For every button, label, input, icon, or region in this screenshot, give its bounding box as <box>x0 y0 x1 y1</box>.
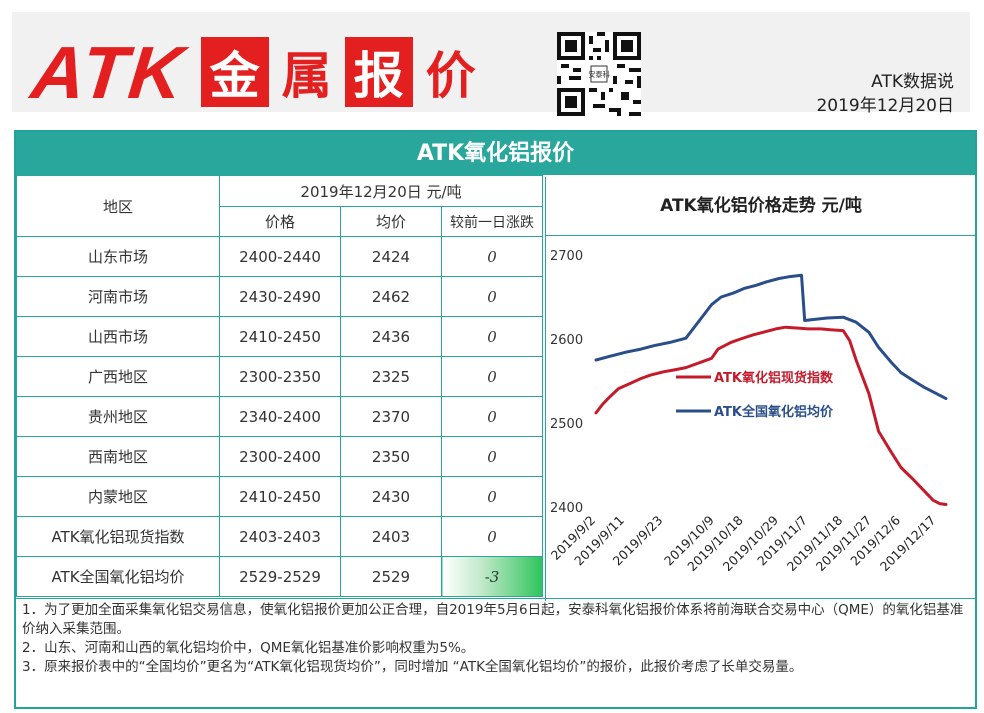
logo-char: 属 <box>281 47 332 105</box>
price-table: 地区 2019年12月20日 元/吨 价格 均价 较前一日涨跌 山东市场 240… <box>16 175 543 597</box>
y-tick-label: 2600 <box>550 333 583 348</box>
row-price: 2300-2350 <box>219 356 341 397</box>
row-region: ATK全国氧化铝均价 <box>16 556 220 597</box>
row-region: 山西市场 <box>16 316 220 357</box>
qr-caption: 安泰科 <box>588 70 610 79</box>
table-row: 内蒙地区 2410-2450 2430 0 <box>16 476 543 517</box>
table-row: 山西市场 2410-2450 2436 0 <box>16 316 543 357</box>
logo-latin: ATK <box>27 30 189 114</box>
row-region: ATK氧化铝现货指数 <box>16 516 220 557</box>
row-price: 2529-2529 <box>219 556 341 597</box>
y-tick-label: 2500 <box>550 417 583 432</box>
row-avg: 2424 <box>340 236 442 277</box>
row-change: 0 <box>441 236 543 277</box>
notes: 1．为了更加全面采集氧化铝交易信息，使氧化铝报价更加公正合理，自2019年5月6… <box>16 598 975 707</box>
row-region: 山东市场 <box>16 236 220 277</box>
row-region: 贵州地区 <box>16 396 220 437</box>
panel-title: ATK氧化铝报价 <box>16 132 975 175</box>
header-price: 价格 <box>219 206 341 237</box>
logo-char: 金 <box>200 37 269 107</box>
row-change: 0 <box>441 396 543 437</box>
legend-label: ATK全国氧化铝均价 <box>714 404 834 420</box>
row-change: 0 <box>441 356 543 397</box>
report-date: 2019年12月20日 <box>816 96 954 116</box>
y-tick-label: 2400 <box>550 501 583 516</box>
row-price: 2430-2490 <box>219 276 341 317</box>
table-row: 山东市场 2400-2440 2424 0 <box>16 236 543 277</box>
header-change: 较前一日涨跌 <box>441 206 543 237</box>
row-avg: 2325 <box>340 356 442 397</box>
row-price: 2300-2400 <box>219 436 341 477</box>
row-change: -3 <box>441 556 543 597</box>
chart-title: ATK氧化铝价格走势 元/吨 <box>546 177 976 236</box>
price-trend-chart: 24002500260027002019/9/22019/9/112019/9/… <box>548 249 948 574</box>
logo-char: 报 <box>344 37 413 107</box>
header-region: 地区 <box>16 175 220 237</box>
legend-label: ATK氧化铝现货指数 <box>714 370 834 386</box>
chart-container: ATK氧化铝价格走势 元/吨 2400 2500 2600 2700 2019/9/2 2… <box>545 177 976 601</box>
table-row: 广西地区 2300-2350 2325 0 <box>16 356 543 397</box>
y-tick-label: 2700 <box>550 249 583 264</box>
row-region: 西南地区 <box>16 436 220 477</box>
note-item: 3．原来报价表中的“全国均价”更名为“ATK氧化铝现货均价”，同时增加 “ATK… <box>22 659 803 675</box>
series-line <box>594 273 948 401</box>
series-line <box>594 325 948 506</box>
brand-header: ATK 金 属 报 价 <box>12 12 970 116</box>
source-label: ATK数据说 <box>871 72 954 92</box>
row-avg: 2370 <box>340 396 442 437</box>
row-avg: 2462 <box>340 276 442 317</box>
logo-char: 价 <box>425 47 476 105</box>
table-row: 贵州地区 2340-2400 2370 0 <box>16 396 543 437</box>
row-change: 0 <box>441 476 543 517</box>
row-price: 2410-2450 <box>219 476 341 517</box>
table-row: ATK全国氧化铝均价 2529-2529 2529 -3 <box>16 556 543 597</box>
row-region: 广西地区 <box>16 356 220 397</box>
row-price: 2403-2403 <box>219 516 341 557</box>
row-price: 2340-2400 <box>219 396 341 437</box>
header-avg: 均价 <box>340 206 442 237</box>
row-avg: 2350 <box>340 436 442 477</box>
row-change: 0 <box>441 276 543 317</box>
note-item: 2．山东、河南和山西的氧化铝均价中，QME氧化铝基准价影响权重为5%。 <box>22 640 475 656</box>
row-change: 0 <box>441 516 543 557</box>
row-change: 0 <box>441 316 543 357</box>
brand-info: ATK数据说 2019年12月20日 <box>816 70 954 118</box>
row-avg: 2403 <box>340 516 442 557</box>
row-change: 0 <box>441 436 543 477</box>
row-price: 2400-2440 <box>219 236 341 277</box>
header-date: 2019年12月20日 元/吨 <box>219 175 543 207</box>
table-row: ATK氧化铝现货指数 2403-2403 2403 0 <box>16 516 543 557</box>
logo-chinese: 金 属 报 价 <box>197 37 485 107</box>
atk-logo: ATK 金 属 报 价 <box>28 31 485 114</box>
row-region: 内蒙地区 <box>16 476 220 517</box>
row-avg: 2529 <box>340 556 442 597</box>
row-avg: 2430 <box>340 476 442 517</box>
price-panel: ATK氧化铝报价 地区 2019年12月20日 元/吨 价格 均价 较前一日涨跌… <box>14 130 977 709</box>
row-price: 2410-2450 <box>219 316 341 357</box>
row-region: 河南市场 <box>16 276 220 317</box>
note-item: 1．为了更加全面采集氧化铝交易信息，使氧化铝报价更加公正合理，自2019年5月6… <box>22 602 964 637</box>
table-row: 西南地区 2300-2400 2350 0 <box>16 436 543 477</box>
table-row: 河南市场 2430-2490 2462 0 <box>16 276 543 317</box>
qr-code-icon[interactable]: 安泰科 <box>557 32 641 116</box>
row-avg: 2436 <box>340 316 442 357</box>
